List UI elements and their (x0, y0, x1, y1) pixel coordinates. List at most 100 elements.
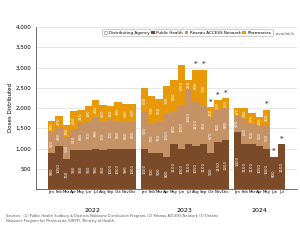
Text: 680: 680 (79, 133, 83, 140)
Legend: Distributing Agency, Public Health, Réseau ACCESS Network, Pharmacies: Distributing Agency, Public Health, Rése… (102, 29, 272, 36)
Bar (70, 111, 77, 129)
Text: *: * (202, 61, 205, 67)
Text: 1000: 1000 (131, 164, 135, 174)
Bar (241, 108, 248, 119)
Bar (85, 106, 92, 121)
Bar (178, 106, 185, 148)
Text: 980: 980 (123, 165, 127, 173)
Bar (100, 150, 107, 189)
Bar (200, 144, 207, 189)
Text: *: * (224, 90, 227, 96)
Text: 880: 880 (50, 167, 54, 175)
Bar (170, 144, 178, 189)
Text: 680: 680 (123, 132, 127, 139)
Bar (222, 98, 229, 108)
Text: 2022: 2022 (84, 208, 100, 214)
Bar (114, 101, 122, 121)
Text: 2023: 2023 (177, 208, 193, 214)
Text: 630: 630 (243, 128, 247, 135)
Bar (178, 65, 185, 106)
Bar (92, 100, 100, 118)
Bar (141, 112, 148, 148)
Text: 250: 250 (216, 101, 220, 109)
Text: 960: 960 (101, 166, 105, 173)
Text: 1100: 1100 (250, 162, 254, 172)
Bar (63, 137, 70, 159)
Bar (185, 144, 192, 189)
Text: 175: 175 (235, 108, 239, 115)
Bar (233, 115, 241, 132)
Bar (222, 140, 229, 189)
Text: 700: 700 (109, 130, 112, 138)
Text: 900: 900 (142, 126, 146, 134)
Bar (192, 70, 200, 102)
Text: 800: 800 (272, 169, 276, 177)
Text: 960: 960 (72, 166, 76, 173)
Bar (48, 132, 55, 153)
Text: 800: 800 (172, 124, 176, 132)
Text: Sources:  (1) Public Health Sudbury & Districts Naloxone Distribution Program; (: Sources: (1) Public Health Sudbury & Dis… (6, 214, 218, 223)
Bar (141, 88, 148, 112)
Bar (256, 125, 263, 146)
Text: 250: 250 (224, 99, 227, 107)
Text: 560: 560 (265, 133, 269, 141)
Text: 530: 530 (257, 132, 261, 140)
Text: 1000: 1000 (179, 164, 183, 174)
Bar (207, 153, 214, 189)
Bar (85, 121, 92, 150)
Text: 950: 950 (201, 122, 206, 129)
Text: 275: 275 (250, 115, 254, 122)
Text: 1050: 1050 (164, 130, 169, 140)
Bar (55, 146, 63, 189)
Text: 700: 700 (150, 135, 154, 142)
Bar (248, 113, 256, 124)
Text: 480: 480 (116, 108, 120, 115)
Bar (214, 100, 222, 110)
Bar (278, 144, 285, 189)
Text: 710: 710 (86, 132, 90, 140)
Text: 900: 900 (209, 167, 213, 175)
Text: *: * (280, 136, 283, 142)
Text: 250: 250 (209, 109, 213, 116)
Text: 1100: 1100 (243, 162, 247, 172)
Bar (163, 157, 170, 189)
Text: 280: 280 (243, 110, 247, 117)
Text: 390: 390 (86, 110, 90, 117)
Text: 280: 280 (50, 123, 54, 130)
Bar (185, 90, 192, 144)
Bar (207, 117, 214, 153)
Bar (263, 110, 270, 126)
Bar (55, 116, 63, 127)
Text: 510: 510 (72, 136, 76, 144)
Bar (63, 125, 70, 137)
Text: * Complete data are not yet available: * Complete data are not yet available (217, 32, 294, 36)
Text: 960: 960 (79, 166, 83, 173)
Bar (155, 99, 163, 122)
Bar (129, 121, 136, 148)
Text: 780: 780 (94, 130, 98, 137)
Text: 1000: 1000 (116, 164, 120, 174)
Bar (85, 150, 92, 189)
Text: 1100: 1100 (194, 119, 198, 129)
Bar (155, 153, 163, 189)
Text: 1000: 1000 (265, 164, 269, 174)
Text: 1050: 1050 (179, 122, 183, 132)
Bar (155, 122, 163, 153)
Text: 200: 200 (257, 117, 261, 125)
Text: 1100: 1100 (172, 162, 176, 172)
Text: 750: 750 (157, 134, 161, 141)
Text: 680: 680 (131, 131, 135, 138)
Bar (77, 123, 85, 150)
Text: *: * (194, 61, 198, 67)
Bar (141, 148, 148, 189)
Bar (148, 96, 155, 124)
Bar (122, 122, 129, 149)
Bar (92, 118, 100, 149)
Text: 800: 800 (194, 82, 198, 90)
Text: 800: 800 (172, 92, 176, 100)
Bar (55, 127, 63, 146)
Text: 700: 700 (150, 106, 154, 114)
Bar (185, 80, 192, 90)
Text: 560: 560 (157, 107, 161, 115)
Bar (200, 70, 207, 106)
